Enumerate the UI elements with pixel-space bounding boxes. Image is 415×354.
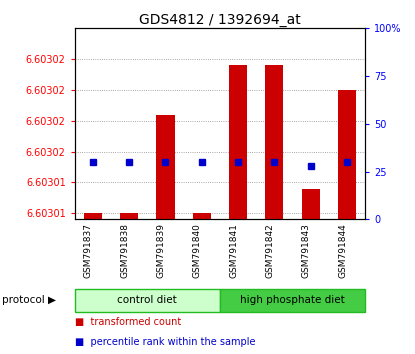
Text: GSM791837: GSM791837 <box>84 223 93 278</box>
Bar <box>265 65 283 219</box>
Text: GSM791839: GSM791839 <box>156 223 166 278</box>
Text: GSM791841: GSM791841 <box>229 223 238 278</box>
Bar <box>120 213 138 219</box>
Title: GDS4812 / 1392694_at: GDS4812 / 1392694_at <box>139 13 301 27</box>
Bar <box>338 90 356 219</box>
Text: protocol ▶: protocol ▶ <box>2 295 56 305</box>
Text: GSM791840: GSM791840 <box>193 223 202 278</box>
Text: high phosphate diet: high phosphate diet <box>240 295 345 305</box>
Text: ■  transformed count: ■ transformed count <box>75 317 181 327</box>
Bar <box>302 189 320 219</box>
Bar <box>156 115 175 219</box>
Bar <box>229 65 247 219</box>
Text: ■  percentile rank within the sample: ■ percentile rank within the sample <box>75 337 255 347</box>
Text: GSM791844: GSM791844 <box>338 223 347 278</box>
Text: GSM791842: GSM791842 <box>266 223 274 278</box>
Bar <box>84 213 102 219</box>
Text: GSM791838: GSM791838 <box>120 223 129 278</box>
Bar <box>193 213 211 219</box>
Text: control diet: control diet <box>117 295 177 305</box>
Text: GSM791843: GSM791843 <box>302 223 311 278</box>
